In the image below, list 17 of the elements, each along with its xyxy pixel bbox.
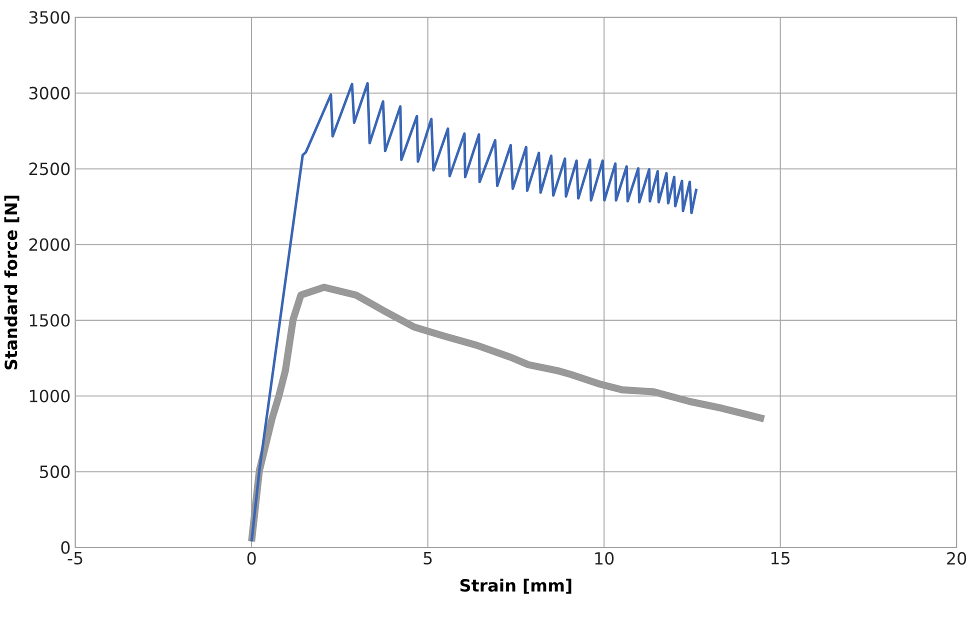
y-axis-title: Standard force [N]	[4, 196, 20, 370]
x-tick-label: 20	[947, 552, 966, 565]
y-tick-label: 2000	[29, 238, 70, 251]
x-axis-title: Strain [mm]	[460, 578, 572, 594]
y-tick-label: 3000	[29, 86, 70, 100]
y-tick-label: 1500	[30, 314, 70, 326]
y-tick-label: 0	[61, 540, 70, 554]
x-tick-label: 15	[771, 552, 790, 564]
y-tick-label: 2500	[29, 162, 70, 175]
x-tick-label: 5	[424, 552, 432, 564]
y-tick-label: 1000	[30, 390, 70, 402]
y-tick-label: 500	[40, 465, 70, 478]
y-tick-label: 3500	[29, 10, 70, 24]
x-tick-label: 0	[247, 552, 256, 565]
x-tick-label: -5	[68, 552, 82, 564]
x-tick-label: 10	[595, 552, 614, 565]
line-series	[250, 82, 698, 543]
